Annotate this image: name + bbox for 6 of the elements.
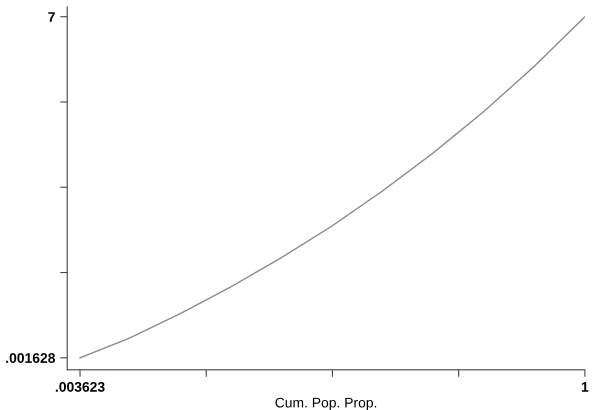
x-axis-title: Cum. Pop. Prop. xyxy=(275,398,376,410)
line-series xyxy=(79,16,585,358)
x-tick-label: .003623 xyxy=(56,382,105,392)
y-tick-label: .001628 xyxy=(6,353,56,363)
y-tick-label: 7 xyxy=(48,12,55,22)
x-tick-label: 1 xyxy=(582,382,588,392)
